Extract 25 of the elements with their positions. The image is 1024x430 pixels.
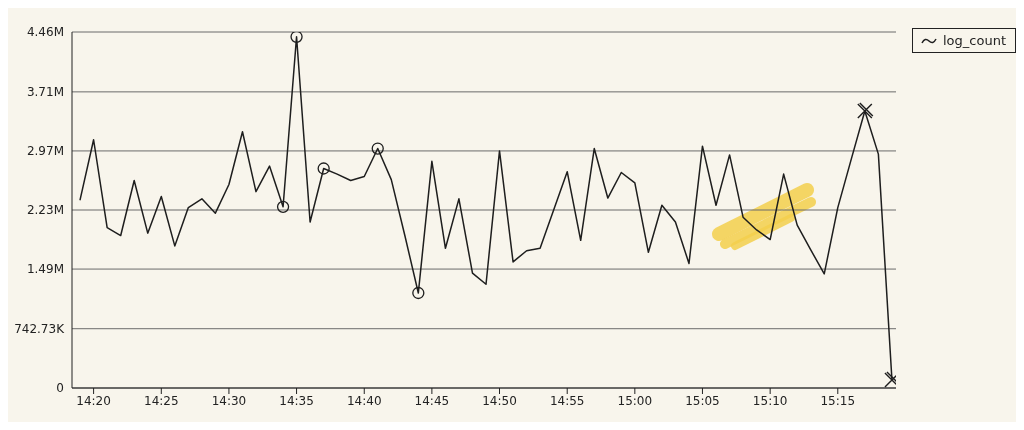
x-tick-label: 14:50	[482, 393, 517, 408]
x-tick-label: 15:15	[820, 393, 856, 408]
y-tick-label: 0	[56, 381, 64, 396]
x-tick-label: 14:25	[144, 393, 179, 408]
legend-label: log_count	[943, 33, 1006, 48]
y-tick-label: 742.73K	[14, 321, 66, 336]
x-tick-label: 14:45	[414, 393, 450, 408]
point	[290, 32, 303, 43]
x-tick-label: 14:30	[211, 393, 247, 408]
x-tick-label: 15:05	[685, 393, 720, 408]
point	[317, 162, 330, 175]
x-tick-label: 15:10	[752, 393, 788, 408]
point	[412, 286, 425, 300]
x-tick-label: 14:55	[549, 393, 585, 408]
y-tick-label: 4.46M	[26, 25, 64, 40]
y-tick-label: 2.23M	[26, 203, 64, 218]
x-tick-label: 15:00	[617, 393, 653, 408]
x-tick-label: 14:40	[346, 393, 382, 408]
y-tick-label: 1.49M	[26, 262, 64, 277]
point	[276, 200, 290, 213]
y-tick-label: 2.97M	[26, 144, 64, 159]
x-tick-label: 14:20	[76, 393, 111, 408]
x-tick-label: 14:35	[279, 393, 314, 408]
point	[371, 142, 384, 155]
y-tick-label: 3.71M	[26, 85, 64, 100]
